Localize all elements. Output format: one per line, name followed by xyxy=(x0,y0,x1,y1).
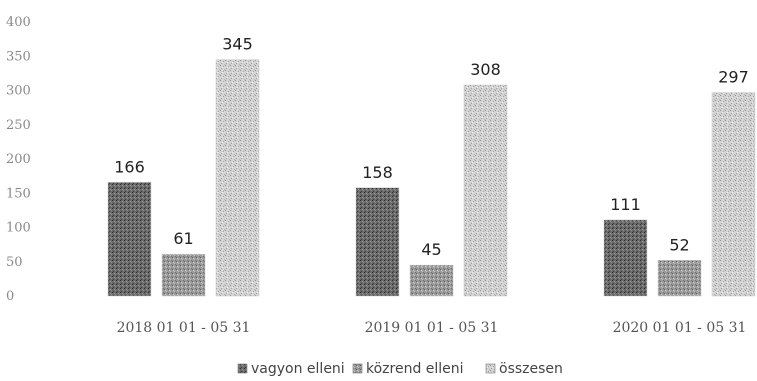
data-labels: 166 61 345 158 45 308 111 52 297 xyxy=(114,35,749,259)
bar-vagyon-elleni-0 xyxy=(107,182,152,297)
y-tick-label: 200 xyxy=(6,152,31,167)
x-category-label: 2019 01 01 - 05 31 xyxy=(365,320,499,336)
bar-vagyon-elleni-2 xyxy=(603,219,648,297)
x-axis-categories: 2018 01 01 - 05 31 2019 01 01 - 05 31 2020… xyxy=(117,320,747,336)
y-tick-label: 300 xyxy=(6,84,31,99)
legend-label: közrend elleni xyxy=(366,361,464,377)
legend-label: összesen xyxy=(499,361,563,377)
data-label: 52 xyxy=(669,235,689,254)
y-tick-label: 350 xyxy=(6,49,31,64)
y-tick-label: 400 xyxy=(6,15,31,30)
y-tick-label: 0 xyxy=(6,289,14,304)
legend-swatch xyxy=(237,363,248,374)
data-label: 166 xyxy=(114,157,145,176)
bar-közrend-elleni-1 xyxy=(409,264,454,297)
bar-összesen-1 xyxy=(463,84,508,297)
legend-swatch xyxy=(352,363,363,374)
bar-közrend-elleni-2 xyxy=(657,260,702,297)
bar-közrend-elleni-0 xyxy=(161,253,206,297)
data-label: 297 xyxy=(718,68,749,87)
data-label: 158 xyxy=(362,163,393,182)
y-tick-label: 150 xyxy=(6,186,31,201)
data-label: 345 xyxy=(222,35,253,54)
legend: vagyon elleni közrend elleni összesen xyxy=(237,361,563,377)
y-tick-label: 250 xyxy=(6,118,31,133)
y-tick-label: 50 xyxy=(6,255,23,270)
data-label: 111 xyxy=(610,195,641,214)
bar-összesen-2 xyxy=(711,92,756,297)
legend-swatch xyxy=(485,363,496,374)
data-label: 45 xyxy=(421,240,441,259)
legend-label: vagyon elleni xyxy=(251,361,345,377)
bar-vagyon-elleni-1 xyxy=(355,187,400,297)
y-axis-ticks: 0 50 100 150 200 250 300 350 400 xyxy=(6,15,31,304)
x-category-label: 2018 01 01 - 05 31 xyxy=(117,320,251,336)
data-label: 308 xyxy=(470,60,501,79)
bar-összesen-0 xyxy=(215,59,260,297)
x-category-label: 2020 01 01 - 05 31 xyxy=(613,320,747,336)
bars xyxy=(107,59,756,297)
data-label: 61 xyxy=(173,229,193,248)
y-tick-label: 100 xyxy=(6,221,31,236)
